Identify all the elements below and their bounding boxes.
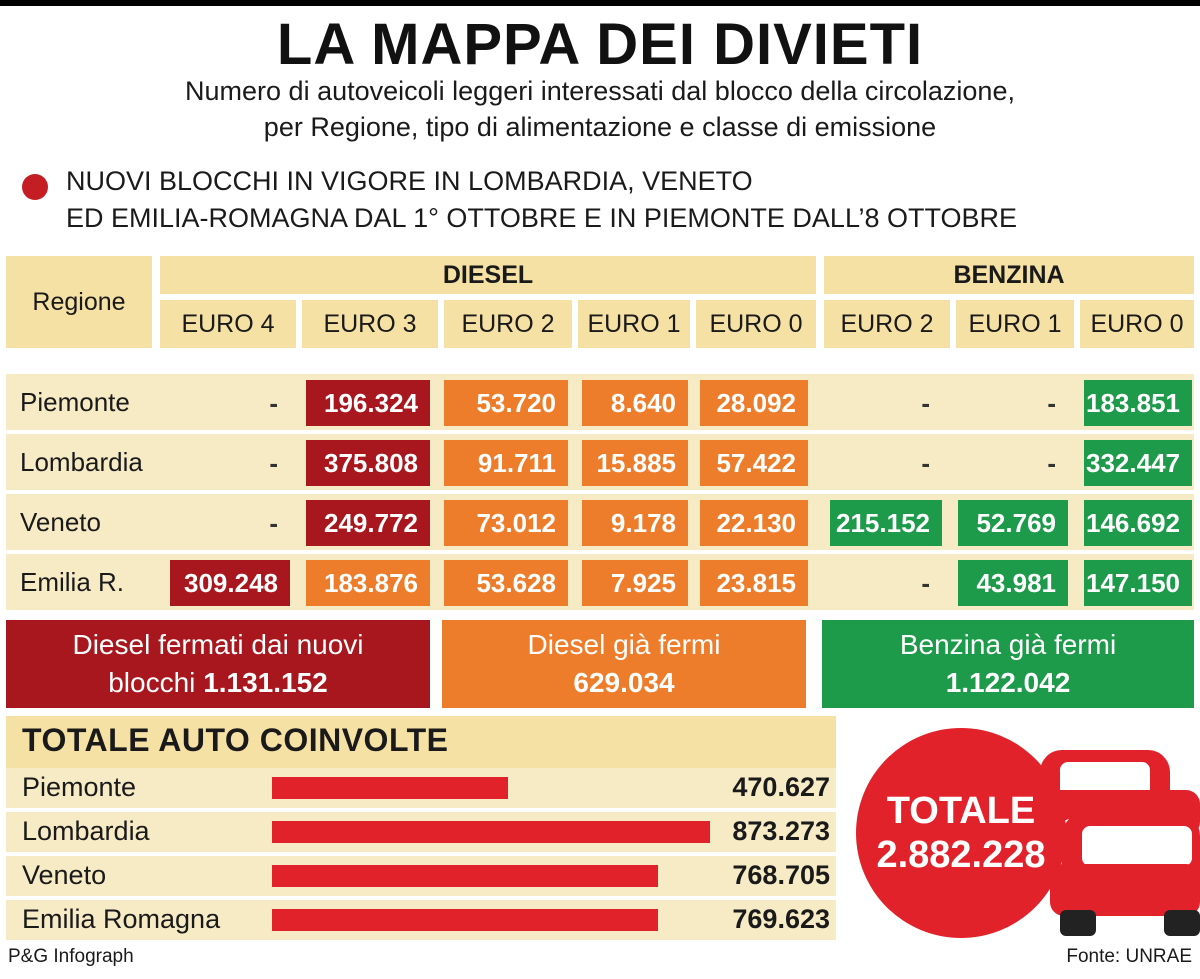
table-cell: 249.772 <box>306 500 430 546</box>
chart-title: TOTALE AUTO COINVOLTE <box>22 722 449 758</box>
summary-petrol-stopped-value: 1.122.042 <box>945 667 1071 698</box>
table-cell: 15.885 <box>582 440 688 486</box>
col-header-benzina-euro1: EURO 1 <box>956 300 1074 348</box>
col-header-diesel-euro0: EURO 0 <box>696 300 816 348</box>
totale-header-band <box>6 716 836 768</box>
table-cell: - <box>921 387 930 418</box>
table-cell: 53.628 <box>444 560 568 606</box>
benzina-group-header: BENZINA <box>824 256 1194 294</box>
summary-diesel-stopped-label: Diesel già fermi <box>527 629 721 660</box>
region-label: Piemonte <box>20 386 130 417</box>
table-cell: 91.711 <box>444 440 568 486</box>
table-cell: - <box>269 447 278 478</box>
table-cell: 23.815 <box>700 560 808 606</box>
total-label: TOTALE <box>886 790 1036 832</box>
table-cell: 22.130 <box>700 500 808 546</box>
bar-value-label: 470.627 <box>732 772 830 802</box>
table-cell: 52.769 <box>958 500 1068 546</box>
table-cell: 375.808 <box>306 440 430 486</box>
summary-petrol-stopped-label: Benzina già fermi <box>899 629 1117 660</box>
bar-veneto <box>272 865 658 887</box>
top-rule <box>0 0 1200 6</box>
cars-illustration-icon <box>1020 750 1200 940</box>
table-cell: 309.248 <box>170 560 290 606</box>
table-cell: - <box>1047 387 1056 418</box>
bar-label: Piemonte <box>22 772 137 802</box>
table-cell: 8.640 <box>582 380 688 426</box>
subtitle-line-2: per Regione, tipo di alimentazione e cla… <box>263 112 937 142</box>
subtitle-line-1: Numero di autoveicoli leggeri interessat… <box>185 76 1015 106</box>
table-cell: 183.851 <box>1084 380 1192 426</box>
bar-value-label: 768.705 <box>732 860 830 890</box>
note-line-1: NUOVI BLOCCHI IN VIGORE IN LOMBARDIA, VE… <box>66 166 753 196</box>
table-cell: 332.447 <box>1084 440 1192 486</box>
table-cell: - <box>1047 447 1056 478</box>
summary-diesel-new-value: 1.131.152 <box>203 667 328 698</box>
summary-diesel-new-line2: blocchi 1.131.152 <box>108 664 328 702</box>
region-label: Veneto <box>20 506 101 537</box>
bar-value-label: 873.273 <box>732 816 830 846</box>
diesel-group-header: DIESEL <box>160 256 816 294</box>
bar-piemonte <box>272 777 508 799</box>
table-cell: 9.178 <box>582 500 688 546</box>
table-cell: - <box>269 387 278 418</box>
footer-credit: P&G Infograph <box>8 946 134 967</box>
summary-petrol-stopped: Benzina già fermi 1.122.042 <box>822 620 1194 708</box>
table-cell: 183.876 <box>306 560 430 606</box>
summary-diesel-new-label2: blocchi <box>108 667 196 698</box>
table-cell: 7.925 <box>582 560 688 606</box>
table-cell: 73.012 <box>444 500 568 546</box>
table-cell: 53.720 <box>444 380 568 426</box>
summary-diesel-new-label: Diesel fermati dai nuovi <box>72 629 364 660</box>
table-cell: - <box>921 447 930 478</box>
table-cell: 146.692 <box>1084 500 1192 546</box>
col-header-benzina-euro2: EURO 2 <box>824 300 950 348</box>
summary-diesel-new: Diesel fermati dai nuovi blocchi 1.131.1… <box>6 620 430 708</box>
col-header-diesel-euro1: EURO 1 <box>578 300 690 348</box>
summary-diesel-stopped-value: 629.034 <box>573 667 675 698</box>
bar-lombardia <box>272 821 710 843</box>
bar-label: Veneto <box>22 860 107 890</box>
table-cell: 28.092 <box>700 380 808 426</box>
total-value: 2.882.228 <box>876 834 1046 876</box>
region-header: Regione <box>6 256 152 348</box>
table-cell: 196.324 <box>306 380 430 426</box>
table-cell: 43.981 <box>958 560 1068 606</box>
page-title: LA MAPPA DEI DIVIETI <box>276 12 924 77</box>
region-label: Lombardia <box>20 446 143 477</box>
bar-label: Emilia Romagna <box>22 904 221 934</box>
col-header-diesel-euro3: EURO 3 <box>302 300 438 348</box>
total-circle: TOTALE 2.882.228 <box>856 728 1066 938</box>
note-line-2: ED EMILIA-ROMAGNA DAL 1° OTTOBRE E IN PI… <box>66 203 1018 233</box>
bar-emilia-romagna <box>272 909 658 931</box>
region-label: Emilia R. <box>20 566 125 597</box>
footer-source: Fonte: UNRAE <box>1066 946 1192 967</box>
table-cell: - <box>921 567 930 598</box>
col-header-diesel-euro2: EURO 2 <box>444 300 572 348</box>
col-header-diesel-euro4: EURO 4 <box>160 300 296 348</box>
col-header-benzina-euro0: EURO 0 <box>1080 300 1194 348</box>
table-cell: 147.150 <box>1084 560 1192 606</box>
bar-label: Lombardia <box>22 816 150 846</box>
table-cell: - <box>269 507 278 538</box>
table-cell: 215.152 <box>830 500 942 546</box>
bar-value-label: 769.623 <box>732 904 830 934</box>
summary-diesel-stopped: Diesel già fermi 629.034 <box>442 620 806 708</box>
legend-dot-icon <box>22 174 48 200</box>
table-cell: 57.422 <box>700 440 808 486</box>
